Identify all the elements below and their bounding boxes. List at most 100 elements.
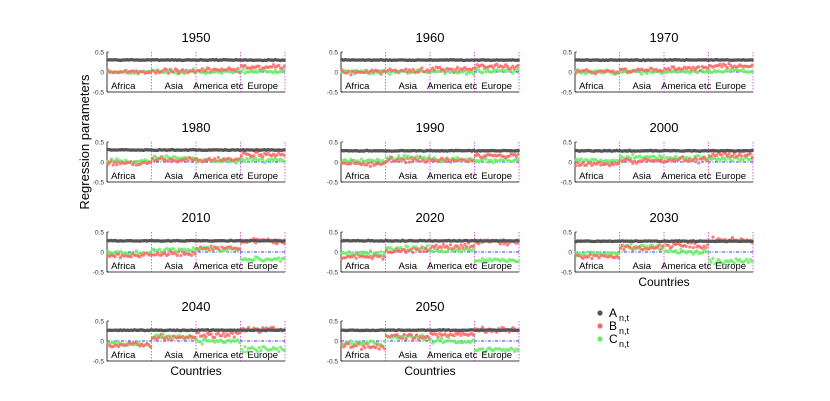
panel-title: 1960 [416, 30, 445, 45]
panel-2030: 2030 0.5 0 -0.5 Africa Asia America etc Europe C… [561, 210, 754, 289]
region-label: Africa [111, 81, 136, 92]
point-B [257, 64, 261, 68]
panel-2050: 2050 0.5 0 -0.5 Africa Asia America etc Europe C… [327, 299, 520, 378]
point-B [709, 154, 713, 159]
y-tick-label: -0.5 [93, 90, 105, 97]
point-C [383, 251, 387, 255]
point-B [381, 257, 385, 261]
point-B [422, 249, 426, 254]
legend-subscript: n,t [619, 313, 630, 323]
point-B [411, 250, 415, 255]
point-C [673, 154, 678, 159]
point-C [239, 69, 243, 74]
point-B [516, 63, 520, 68]
point-B [512, 152, 517, 156]
point-C [516, 259, 520, 264]
point-C [577, 251, 582, 255]
region-label: Europe [715, 81, 746, 92]
point-C [722, 262, 726, 266]
point-C [347, 250, 351, 254]
legend-label: B [609, 319, 617, 333]
panel-title: 2040 [182, 299, 211, 314]
y-tick-label: -0.5 [327, 180, 339, 187]
panel-1970: 1970 0.5 0 -0.5 Africa Asia America etc Europe [561, 30, 754, 97]
point-C [245, 350, 249, 354]
point-B [633, 159, 637, 163]
point-C [479, 259, 483, 263]
panel-title: 1950 [182, 30, 211, 45]
point-A [516, 149, 520, 153]
panel-1950: 1950 0.5 0 -0.5 Africa Asia America etc Europe [93, 30, 286, 97]
region-label: America etc [427, 261, 477, 272]
point-B [455, 66, 460, 70]
point-B [238, 331, 242, 335]
point-B [170, 338, 174, 342]
point-B [166, 252, 171, 256]
point-B [168, 249, 172, 253]
point-C [261, 157, 265, 162]
y-tick-label: 0 [100, 250, 104, 257]
point-C [631, 152, 635, 157]
region-label: Africa [111, 261, 136, 272]
point-B [207, 67, 211, 71]
point-C [406, 154, 410, 158]
point-C [691, 252, 695, 256]
point-C [349, 339, 353, 343]
point-B [418, 249, 422, 254]
point-C [695, 249, 699, 253]
point-C [723, 158, 728, 162]
point-B [131, 163, 135, 167]
point-B [720, 153, 724, 157]
point-C [255, 349, 260, 354]
point-C [278, 259, 283, 263]
point-B [452, 334, 456, 338]
panel-title: 2000 [650, 120, 679, 135]
point-B [402, 157, 406, 162]
point-B [681, 155, 685, 159]
point-C [677, 251, 681, 255]
point-B [590, 256, 594, 261]
point-B [175, 68, 179, 72]
point-C [439, 336, 444, 341]
region-label: Europe [715, 171, 746, 182]
point-B [597, 256, 601, 260]
point-B [684, 244, 688, 249]
panel-title: 2030 [650, 210, 679, 225]
region-label: Asia [165, 261, 184, 272]
point-C [650, 243, 655, 248]
point-C [255, 70, 260, 74]
point-B [239, 154, 243, 158]
point-B [730, 235, 735, 240]
point-B [232, 335, 236, 339]
panel-title: 2020 [416, 210, 445, 225]
point-B [450, 67, 454, 71]
point-C [661, 155, 665, 159]
point-B [383, 255, 387, 259]
point-C [711, 256, 715, 261]
point-C [484, 157, 488, 161]
point-B [714, 153, 719, 157]
point-B [666, 243, 671, 247]
point-B [691, 65, 695, 70]
point-B [349, 73, 353, 77]
point-B [252, 154, 256, 158]
point-B [193, 252, 197, 256]
point-B [118, 256, 122, 260]
point-B [738, 152, 742, 156]
point-C [700, 251, 704, 255]
point-C [604, 251, 608, 255]
point-B [661, 244, 665, 248]
point-B [370, 256, 374, 261]
y-axis-label: Regression parameters [77, 74, 92, 210]
point-B [261, 155, 265, 159]
point-C [700, 68, 704, 72]
point-B [246, 325, 251, 330]
region-label: America etc [427, 81, 477, 92]
point-C [220, 71, 224, 75]
point-B [695, 157, 699, 162]
point-C [241, 350, 245, 354]
region-label: Africa [345, 350, 370, 361]
point-C [734, 257, 738, 261]
legend-label: A [609, 306, 617, 320]
